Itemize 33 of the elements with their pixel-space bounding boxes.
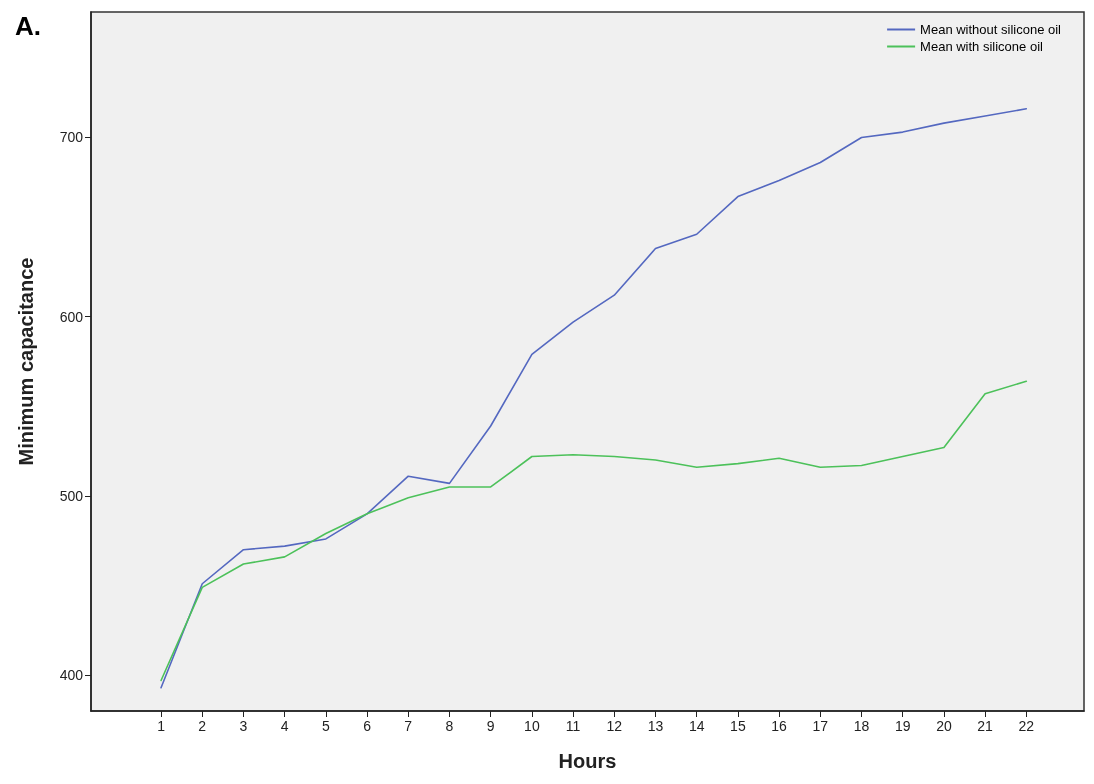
- x-tick-label: 15: [730, 718, 746, 734]
- x-tick-label: 9: [486, 718, 495, 734]
- x-tick-label: 17: [812, 718, 829, 734]
- x-tick-label: 13: [647, 718, 664, 734]
- x-axis-title: Hours: [558, 750, 617, 772]
- x-tick-label: 7: [404, 718, 413, 734]
- y-tick-label: 700: [59, 129, 84, 146]
- legend-label: Mean with silicone oil: [920, 39, 1044, 54]
- chart-title: A.: [15, 11, 41, 41]
- y-tick-label: 600: [59, 308, 84, 325]
- x-tick-label: 5: [321, 718, 330, 734]
- x-tick-label: 21: [977, 718, 994, 734]
- x-tick-label: 12: [606, 718, 623, 734]
- x-tick-label: 20: [936, 718, 952, 734]
- x-tick-label: 4: [280, 718, 289, 734]
- x-tick-label: 18: [853, 718, 870, 734]
- x-tick-label: 2: [198, 718, 207, 734]
- x-tick-label: 3: [239, 718, 248, 734]
- x-tick-label: 1: [157, 718, 166, 734]
- line-series: [160, 107, 1028, 689]
- x-tick-label: 6: [363, 718, 372, 734]
- y-tick-label: 400: [59, 667, 84, 684]
- y-axis-title: Minimum capacitance: [15, 257, 37, 466]
- x-tick-label: 14: [688, 718, 705, 734]
- x-tick-label: 16: [771, 718, 788, 734]
- legend-label: Mean without silicone oil: [920, 22, 1062, 37]
- line-series: [160, 380, 1028, 682]
- x-tick-label: 19: [894, 718, 911, 734]
- y-tick-label: 500: [59, 487, 84, 504]
- x-tick-label: 10: [524, 718, 540, 734]
- x-tick-label: 11: [565, 718, 581, 734]
- x-tick-label: 22: [1018, 718, 1035, 734]
- x-tick-label: 8: [445, 718, 454, 734]
